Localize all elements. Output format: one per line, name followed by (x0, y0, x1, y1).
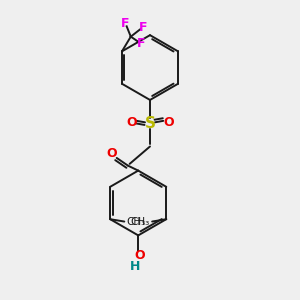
Text: CH₃: CH₃ (131, 217, 150, 227)
Text: CH₃: CH₃ (126, 217, 146, 227)
Text: F: F (137, 37, 145, 50)
Text: O: O (126, 116, 137, 128)
Text: F: F (139, 21, 147, 34)
Text: F: F (121, 17, 130, 30)
Text: O: O (163, 116, 174, 128)
Text: H: H (130, 260, 140, 273)
Text: O: O (134, 249, 145, 262)
Text: O: O (107, 147, 117, 160)
Text: S: S (145, 116, 155, 131)
